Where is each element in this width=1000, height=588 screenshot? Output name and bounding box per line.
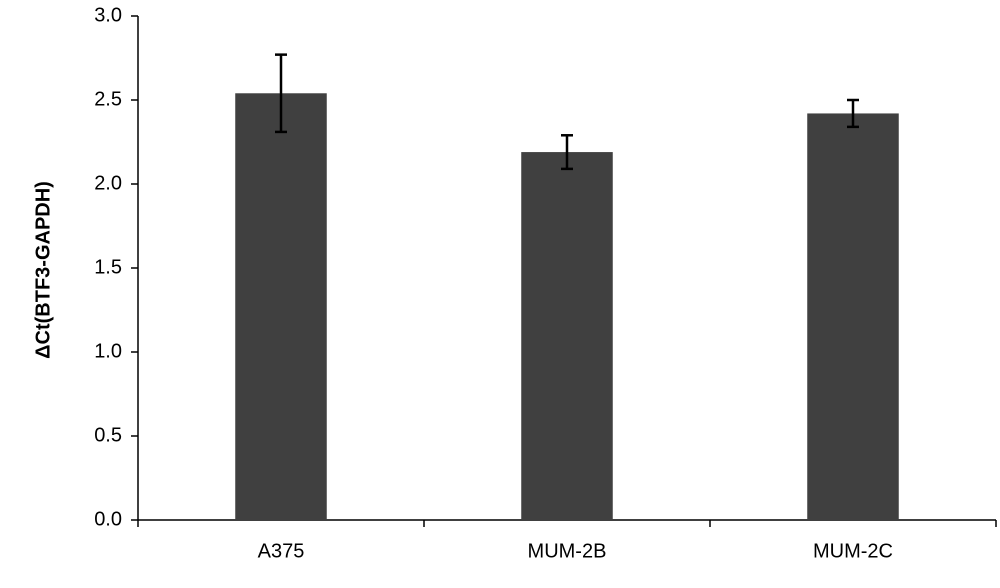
y-tick-label: 3.0: [94, 4, 122, 26]
y-tick-label: 2.0: [94, 172, 122, 194]
bar: [235, 93, 327, 520]
error-bar: [561, 134, 573, 171]
error-bar: [275, 53, 287, 134]
y-tick-label: 2.5: [94, 88, 122, 110]
y-tick-label: 0.0: [94, 508, 122, 530]
x-tick-label: MUM-2C: [813, 540, 893, 562]
y-tick-label: 1.5: [94, 256, 122, 278]
bar: [521, 152, 613, 520]
y-tick-label: 1.0: [94, 340, 122, 362]
bar: [807, 113, 899, 520]
x-tick-label: MUM-2B: [528, 540, 607, 562]
error-bar: [847, 98, 859, 129]
y-tick-label: 0.5: [94, 424, 122, 446]
y-axis-label: ΔCt(BTF3-GAPDH): [32, 181, 54, 359]
x-tick-label: A375: [258, 540, 305, 562]
